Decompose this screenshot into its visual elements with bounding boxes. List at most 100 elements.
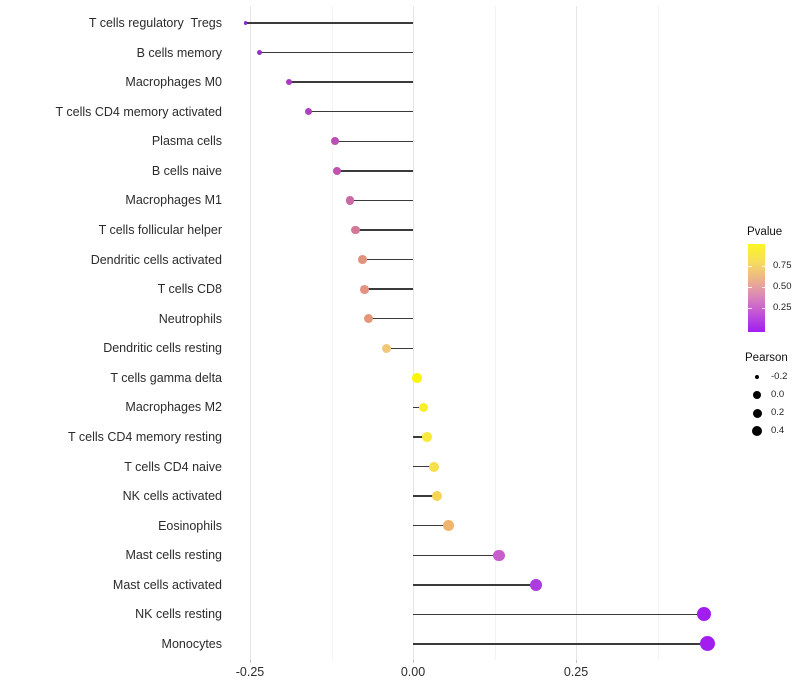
lollipop-dot bbox=[304, 108, 312, 116]
lollipop-stem bbox=[289, 81, 413, 83]
lollipop-dot bbox=[700, 636, 716, 652]
lollipop-stem bbox=[364, 288, 413, 290]
gridline-minor bbox=[331, 6, 333, 660]
lollipop-dot bbox=[493, 549, 505, 561]
lollipop-dot bbox=[360, 284, 370, 294]
legend-size-dot bbox=[755, 375, 759, 379]
pvalue-gradient-bar bbox=[748, 244, 765, 332]
lollipop-stem bbox=[413, 643, 708, 645]
y-axis-label: Mast cells activated bbox=[112, 577, 222, 592]
legend-size-dot bbox=[752, 408, 762, 418]
lollipop-dot bbox=[412, 373, 422, 383]
y-axis-label: Plasma cells bbox=[151, 134, 222, 149]
y-axis-label: Dendritic cells resting bbox=[103, 341, 222, 356]
y-axis-label: B cells naive bbox=[151, 163, 222, 178]
x-axis-tick-label: 0.25 bbox=[563, 665, 589, 679]
y-axis-label: T cells CD4 memory resting bbox=[68, 429, 222, 444]
y-axis-label: B cells memory bbox=[136, 45, 222, 60]
lollipop-stem bbox=[334, 140, 413, 142]
legend-size-label: 0.2 bbox=[771, 407, 785, 418]
lollipop-dot bbox=[381, 343, 391, 353]
lollipop-stem bbox=[386, 347, 413, 349]
lollipop-dot bbox=[257, 50, 263, 56]
y-axis-label: T cells regulatory Tregs bbox=[88, 16, 222, 30]
pvalue-tick-label: 0.75 bbox=[773, 260, 792, 271]
lollipop-dot bbox=[363, 314, 373, 324]
y-axis-label: Macrophages M1 bbox=[125, 193, 222, 208]
y-axis-label: Neutrophils bbox=[158, 311, 222, 326]
plot-panel bbox=[228, 6, 732, 660]
legend-size-label: 0.4 bbox=[771, 425, 785, 436]
x-axis-tick bbox=[413, 660, 414, 663]
lollipop-dot bbox=[345, 196, 354, 205]
legend-size-dot bbox=[752, 426, 762, 436]
lollipop-dot bbox=[696, 607, 711, 622]
y-axis-label: Dendritic cells activated bbox=[90, 252, 222, 267]
y-axis-label: Eosinophils bbox=[158, 518, 222, 533]
pvalue-tick-mark bbox=[748, 265, 752, 267]
lollipop-stem bbox=[413, 465, 434, 468]
lollipop-stem bbox=[308, 111, 413, 113]
legend-pvalue-title: Pvalue bbox=[747, 226, 783, 238]
lollipop-dot bbox=[358, 255, 368, 264]
lollipop-stem bbox=[362, 258, 413, 261]
legend-size-dot bbox=[753, 391, 761, 399]
lollipop-stem bbox=[413, 584, 537, 586]
legend-pearson-title: Pearson bbox=[745, 352, 788, 364]
y-axis-label: T cells CD4 memory activated bbox=[55, 104, 223, 119]
pvalue-tick-mark bbox=[748, 307, 752, 309]
y-axis-label: Monocytes bbox=[161, 636, 222, 651]
lollipop-dot bbox=[243, 21, 248, 25]
lollipop-stem bbox=[413, 495, 438, 497]
lollipop-stem bbox=[368, 318, 413, 320]
x-axis-tick-label: 0.00 bbox=[400, 665, 426, 679]
pvalue-tick-mark bbox=[761, 286, 765, 288]
lollipop-stem bbox=[413, 406, 424, 409]
x-axis-tick bbox=[576, 660, 577, 663]
pvalue-tick-mark bbox=[761, 265, 765, 267]
pvalue-tick-mark bbox=[748, 286, 752, 288]
lollipop-dot bbox=[530, 578, 543, 592]
y-axis-label: T cells CD4 naive bbox=[124, 459, 222, 474]
lollipop-dot bbox=[332, 166, 341, 175]
y-axis-label: NK cells activated bbox=[122, 489, 222, 504]
x-axis-tick-label: -0.25 bbox=[235, 665, 265, 679]
lollipop-dot bbox=[418, 402, 429, 413]
lollipop-stem bbox=[336, 170, 413, 172]
y-axis-label: NK cells resting bbox=[135, 607, 222, 622]
legend-size-label: 0.0 bbox=[771, 389, 785, 400]
lollipop-stem bbox=[259, 51, 413, 54]
lollipop-dot bbox=[428, 461, 439, 472]
lollipop-dot bbox=[432, 491, 443, 502]
lollipop-dot bbox=[330, 137, 339, 146]
lollipop-stem bbox=[349, 199, 413, 202]
lollipop-dot bbox=[422, 432, 433, 442]
x-axis-tick bbox=[250, 660, 251, 663]
pvalue-tick-mark bbox=[761, 307, 765, 309]
lollipop-dot bbox=[351, 225, 360, 235]
y-axis-label: T cells CD8 bbox=[157, 282, 222, 297]
lollipop-dot bbox=[285, 78, 293, 86]
lollipop-stem bbox=[413, 436, 428, 438]
y-axis-label: T cells gamma delta bbox=[110, 370, 222, 385]
lollipop-stem bbox=[413, 525, 449, 527]
gridline-minor bbox=[657, 6, 659, 660]
y-axis-label: Mast cells resting bbox=[125, 548, 222, 563]
pvalue-tick-label: 0.25 bbox=[773, 302, 792, 313]
lollipop-stem bbox=[413, 613, 704, 616]
gridline-major bbox=[250, 6, 251, 660]
y-axis-labels: T cells regulatory Tregs B cells memory Ma… bbox=[0, 0, 223, 700]
lollipop-dot bbox=[442, 520, 454, 532]
lollipop-stem bbox=[413, 554, 500, 556]
gridline-minor bbox=[494, 6, 496, 660]
y-axis-label: T cells follicular helper bbox=[98, 222, 222, 237]
legend-size-label: -0.2 bbox=[771, 371, 788, 382]
pvalue-tick-label: 0.50 bbox=[773, 281, 792, 292]
lollipop-stem bbox=[355, 229, 413, 231]
y-axis-label: Macrophages M2 bbox=[125, 400, 222, 415]
y-axis-label: Macrophages M0 bbox=[125, 75, 222, 90]
gridline-major bbox=[576, 6, 577, 660]
lollipop-stem bbox=[245, 22, 413, 24]
gridline-major bbox=[413, 6, 414, 660]
